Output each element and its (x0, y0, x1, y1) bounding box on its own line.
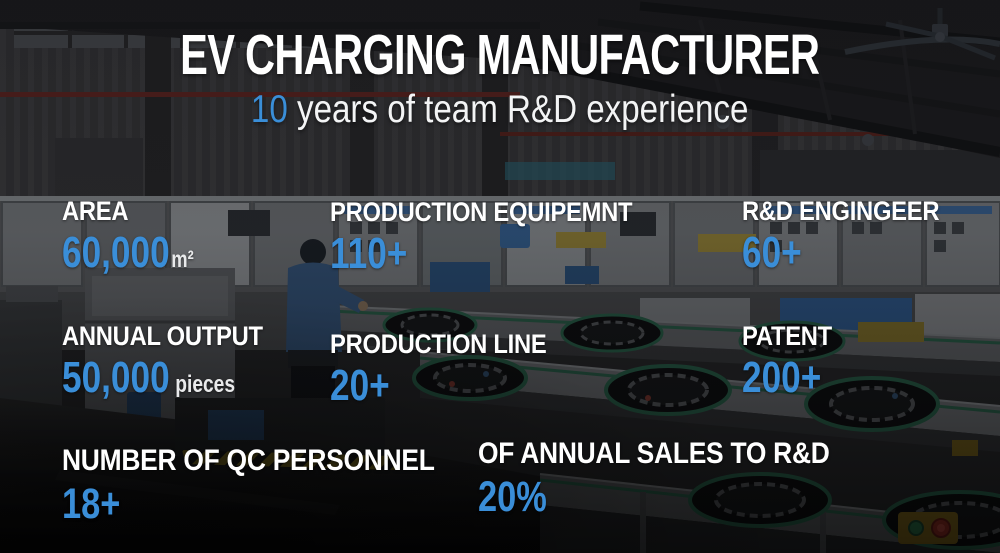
subtitle-text: years of team R&D experience (288, 88, 749, 132)
subtitle: 10 years of team R&D experience (0, 88, 1000, 132)
stat-annual-output-unit: pieces (175, 371, 236, 399)
stat-production-line-value: 20+ (330, 361, 390, 411)
stat-annual-sales-rd-label: OF ANNUAL SALES TO R&D (478, 437, 830, 470)
page-title-text: EV CHARGING MANUFACTURER (180, 23, 820, 87)
stat-patent-value: 200+ (742, 353, 822, 403)
stat-patent-label: PATENT (742, 321, 832, 351)
stat-qc-personnel-value: 18+ (62, 479, 121, 528)
page-title: EV CHARGING MANUFACTURER (0, 26, 1000, 84)
stat-annual-output-value: 50,000 (62, 353, 170, 403)
stat-production-equipment-value: 110+ (330, 229, 408, 279)
stat-qc-personnel-label: NUMBER OF QC PERSONNEL (62, 444, 435, 477)
stat-production-line-label: PRODUCTION LINE (330, 329, 547, 359)
stat-area: AREA 60,000m² (62, 196, 227, 276)
stat-rd-engineer-label: R&D ENGINGEER (742, 196, 940, 226)
stat-production-line: PRODUCTION LINE 20+ (330, 329, 576, 409)
stat-annual-sales-rd-value: 20% (478, 472, 547, 521)
stat-area-unit: m² (171, 246, 194, 273)
stat-production-equipment-label: PRODUCTION EQUIPEMNT (330, 197, 633, 227)
stat-area-label: AREA (62, 196, 129, 226)
stat-rd-engineer: R&D ENGINGEER 60+ (742, 196, 966, 276)
stat-annual-output-label: ANNUAL OUTPUT (62, 321, 263, 351)
stat-patent: PATENT 200+ (742, 321, 844, 401)
stat-annual-sales-rd: OF ANNUAL SALES TO R&D 20% (478, 437, 878, 519)
stat-annual-output: ANNUAL OUTPUT 50,000 pieces (62, 321, 290, 401)
subtitle-highlight: 10 (251, 88, 289, 132)
stat-production-equipment: PRODUCTION EQUIPEMNT 110+ (330, 197, 674, 277)
header: EV CHARGING MANUFACTURER 10 years of tea… (0, 26, 1000, 132)
stat-qc-personnel: NUMBER OF QC PERSONNEL 18+ (62, 444, 485, 526)
stat-rd-engineer-value: 60+ (742, 228, 802, 278)
stat-area-value: 60,000 (62, 228, 170, 278)
